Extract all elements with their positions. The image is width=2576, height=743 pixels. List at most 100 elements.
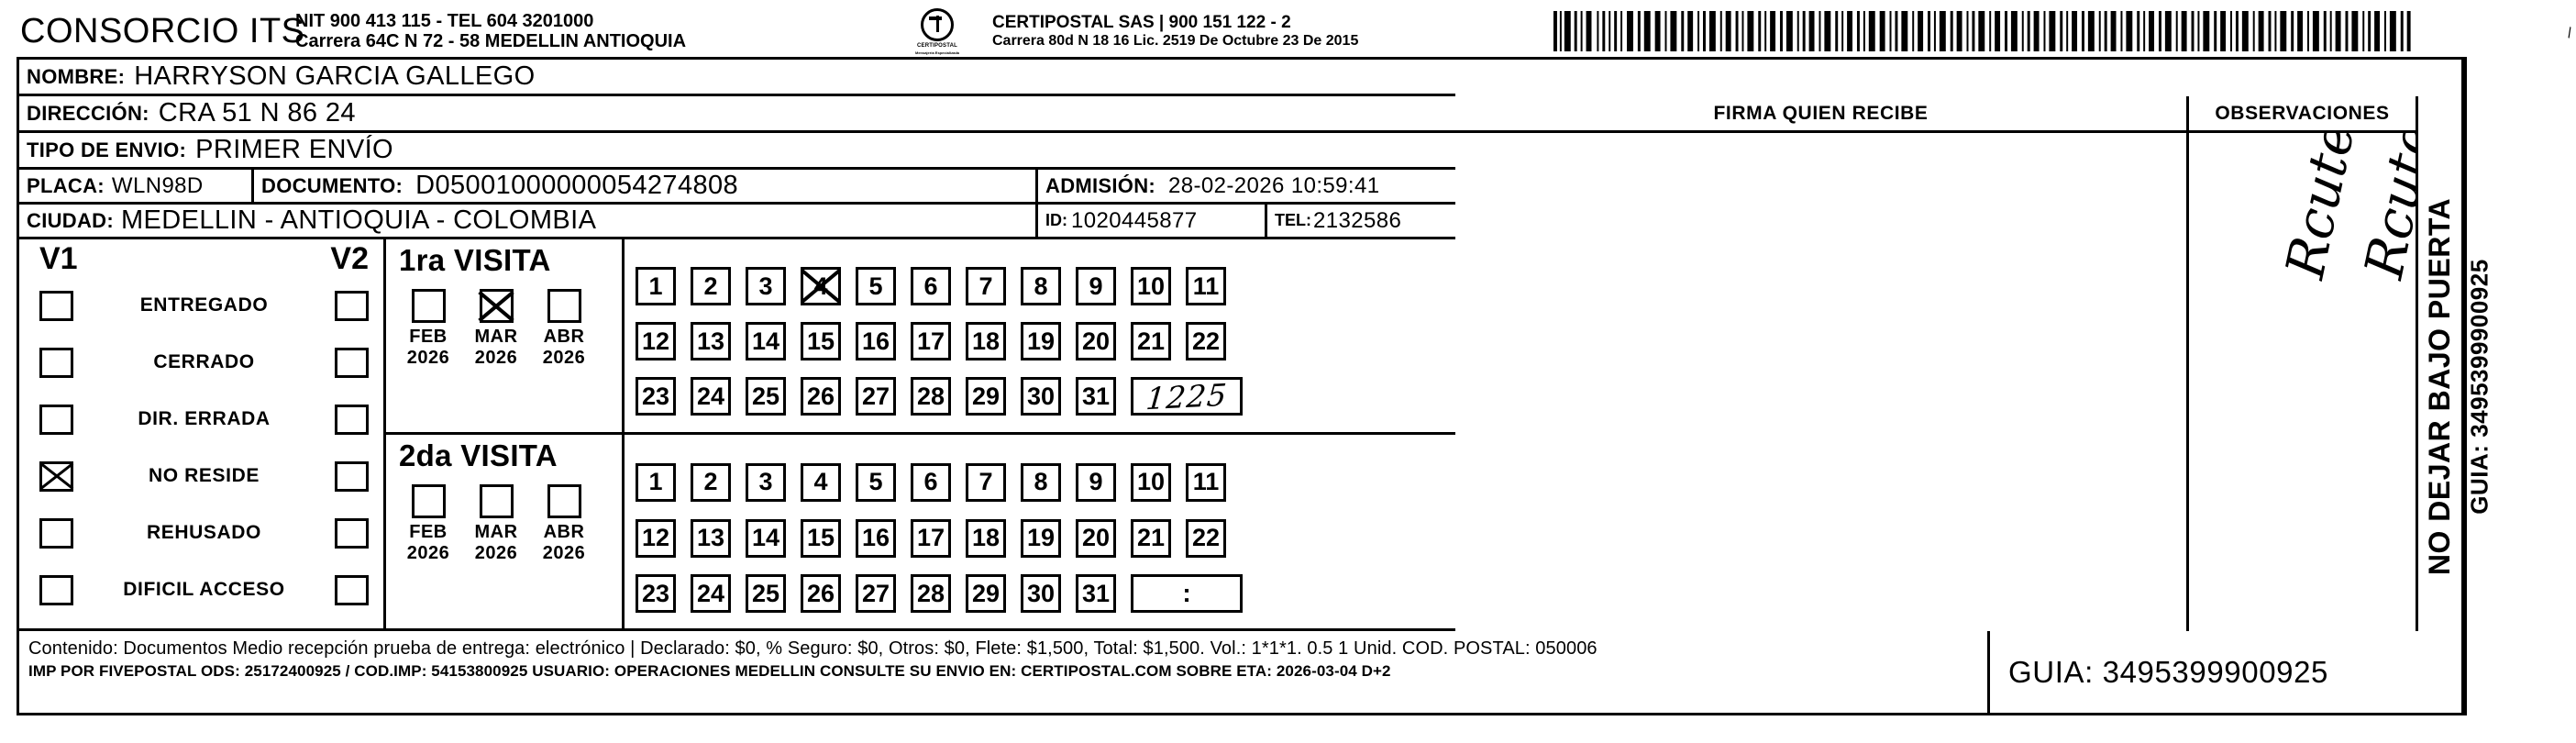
month-name: MAR <box>474 522 518 542</box>
checkbox-v2-dir-errada[interactable] <box>335 404 369 435</box>
checkbox-v2-rehusado[interactable] <box>335 517 369 549</box>
day-box-23[interactable]: 23 <box>636 574 676 614</box>
day-box-6[interactable]: 6 <box>911 267 951 305</box>
day-box-24[interactable]: 24 <box>691 377 731 416</box>
day-box-17[interactable]: 17 <box>911 518 951 558</box>
day-number: 31 <box>1081 382 1111 410</box>
day-box-26[interactable]: 26 <box>801 377 841 416</box>
day-box-8[interactable]: 8 <box>1021 267 1061 305</box>
day-box-3[interactable]: 3 <box>746 267 786 305</box>
day-box-24[interactable]: 24 <box>691 574 731 614</box>
checkbox-month-abr[interactable] <box>547 484 581 518</box>
day-row: 12 13 14 15 16 17 18 19 20 21 22 <box>636 322 1455 360</box>
day-box-13[interactable]: 13 <box>691 518 731 558</box>
day-box-4[interactable]: 4 <box>801 267 841 305</box>
status-label: ENTREGADO <box>139 294 269 316</box>
day-box-2[interactable]: 2 <box>691 462 731 502</box>
day-box-6[interactable]: 6 <box>911 462 951 502</box>
checkbox-v2-cerrado[interactable] <box>335 347 369 378</box>
status-label: NO RESIDE <box>149 465 260 486</box>
visit-time-box[interactable]: : <box>1131 574 1243 614</box>
checkbox-v1-entregado[interactable] <box>39 290 73 321</box>
checkbox-month-abr[interactable] <box>547 289 581 323</box>
checkbox-v1-dir-errada[interactable] <box>39 404 73 435</box>
checkbox-v2-no-reside[interactable] <box>335 460 369 492</box>
day-box-9[interactable]: 9 <box>1076 267 1116 305</box>
checkbox-month-mar[interactable] <box>479 484 514 518</box>
day-box-22[interactable]: 22 <box>1186 518 1226 558</box>
day-box-17[interactable]: 17 <box>911 322 951 360</box>
day-number: 23 <box>641 382 670 410</box>
day-box-23[interactable]: 23 <box>636 377 676 416</box>
day-box-29[interactable]: 29 <box>966 574 1006 614</box>
day-box-11[interactable]: 11 <box>1186 462 1226 502</box>
footer-guia-label: GUIA: 3495399900925 <box>2008 654 2329 689</box>
day-box-18[interactable]: 18 <box>966 518 1006 558</box>
day-box-20[interactable]: 20 <box>1076 322 1116 360</box>
day-box-21[interactable]: 21 <box>1131 322 1171 360</box>
checkbox-v1-dificil-acceso[interactable] <box>39 574 73 605</box>
day-number: 8 <box>1034 272 1048 300</box>
day-box-7[interactable]: 7 <box>966 267 1006 305</box>
day-box-14[interactable]: 14 <box>746 518 786 558</box>
checkbox-v1-no-reside[interactable] <box>39 460 73 492</box>
day-box-31[interactable]: 31 <box>1076 377 1116 416</box>
field-row-ciudad-id-tel: CIUDAD: MEDELLIN - ANTIOQUIA - COLOMBIA … <box>19 205 1455 239</box>
checkbox-v2-entregado[interactable] <box>335 290 369 321</box>
observaciones-area[interactable]: Rcute Rcute <box>2189 133 2418 631</box>
day-box-7[interactable]: 7 <box>966 462 1006 502</box>
day-box-21[interactable]: 21 <box>1131 518 1171 558</box>
checkbox-v1-rehusado[interactable] <box>39 517 73 549</box>
status-row: REHUSADO <box>19 505 383 561</box>
day-box-12[interactable]: 12 <box>636 322 676 360</box>
day-box-29[interactable]: 29 <box>966 377 1006 416</box>
visit-month-column: 1ra VISITA FEB 2026 MAR 2026 ABR 2026 2da VIS… <box>386 239 625 628</box>
day-box-8[interactable]: 8 <box>1021 462 1061 502</box>
day-box-30[interactable]: 30 <box>1021 377 1061 416</box>
day-box-30[interactable]: 30 <box>1021 574 1061 614</box>
day-box-19[interactable]: 19 <box>1021 518 1061 558</box>
day-box-12[interactable]: 12 <box>636 518 676 558</box>
day-box-16[interactable]: 16 <box>856 518 896 558</box>
day-box-26[interactable]: 26 <box>801 574 841 614</box>
day-box-19[interactable]: 19 <box>1021 322 1061 360</box>
checkbox-month-feb[interactable] <box>411 484 446 518</box>
day-box-16[interactable]: 16 <box>856 322 896 360</box>
day-box-1[interactable]: 1 <box>636 267 676 305</box>
day-box-28[interactable]: 28 <box>911 377 951 416</box>
day-box-10[interactable]: 10 <box>1131 267 1171 305</box>
day-box-3[interactable]: 3 <box>746 462 786 502</box>
checkbox-month-mar[interactable] <box>479 289 514 323</box>
day-box-27[interactable]: 27 <box>856 377 896 416</box>
day-box-2[interactable]: 2 <box>691 267 731 305</box>
day-box-15[interactable]: 15 <box>801 518 841 558</box>
day-number: 2 <box>703 468 718 496</box>
day-box-15[interactable]: 15 <box>801 322 841 360</box>
tel-label: TEL: <box>1275 211 1311 229</box>
firma-signature-area[interactable] <box>1455 133 2189 631</box>
day-box-20[interactable]: 20 <box>1076 518 1116 558</box>
day-box-10[interactable]: 10 <box>1131 462 1171 502</box>
day-box-25[interactable]: 25 <box>746 574 786 614</box>
day-box-18[interactable]: 18 <box>966 322 1006 360</box>
day-box-5[interactable]: 5 <box>856 462 896 502</box>
day-box-4[interactable]: 4 <box>801 462 841 502</box>
visit-time-box[interactable]: 1225 <box>1131 376 1243 416</box>
checkbox-v1-cerrado[interactable] <box>39 347 73 378</box>
day-box-14[interactable]: 14 <box>746 322 786 360</box>
day-box-13[interactable]: 13 <box>691 322 731 360</box>
day-box-27[interactable]: 27 <box>856 574 896 614</box>
day-box-9[interactable]: 9 <box>1076 462 1116 502</box>
day-box-31[interactable]: 31 <box>1076 574 1116 614</box>
day-box-5[interactable]: 5 <box>856 267 896 305</box>
checkbox-month-feb[interactable] <box>411 289 446 323</box>
checkbox-v2-dificil-acceso[interactable] <box>335 574 369 605</box>
day-box-28[interactable]: 28 <box>911 574 951 614</box>
firma-header-label: FIRMA QUIEN RECIBE <box>1713 102 1929 124</box>
day-box-25[interactable]: 25 <box>746 377 786 416</box>
day-box-22[interactable]: 22 <box>1186 322 1226 360</box>
day-box-1[interactable]: 1 <box>636 462 676 502</box>
status-column-headers: V1 V2 <box>19 239 383 277</box>
documento-label: DOCUMENTO: <box>261 173 404 197</box>
day-box-11[interactable]: 11 <box>1186 267 1226 305</box>
